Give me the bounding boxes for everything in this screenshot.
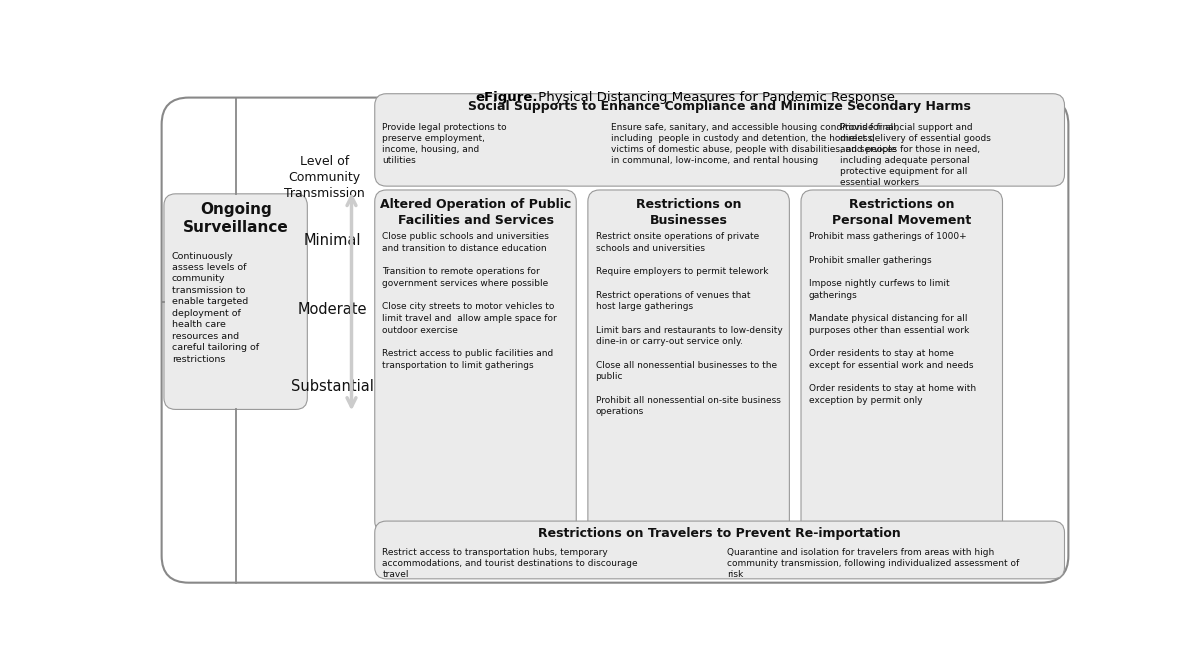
Text: Ongoing
Surveillance: Ongoing Surveillance bbox=[182, 202, 288, 235]
Text: Prohibit mass gatherings of 1000+

Prohibit smaller gatherings

Impose nightly c: Prohibit mass gatherings of 1000+ Prohib… bbox=[809, 233, 976, 405]
Text: Quarantine and isolation for travelers from areas with high
community transmissi: Quarantine and isolation for travelers f… bbox=[727, 548, 1020, 579]
FancyBboxPatch shape bbox=[374, 190, 576, 533]
Text: Provide financial support and
direct delivery of essential goods
and services fo: Provide financial support and direct del… bbox=[840, 123, 991, 187]
Text: Ensure safe, sanitary, and accessible housing conditions for all,
including  peo: Ensure safe, sanitary, and accessible ho… bbox=[611, 123, 899, 165]
Text: Restrict onsite operations of private
schools and universities

Require employer: Restrict onsite operations of private sc… bbox=[595, 233, 782, 416]
FancyBboxPatch shape bbox=[802, 190, 1002, 533]
Text: eFigure.: eFigure. bbox=[475, 91, 538, 104]
FancyBboxPatch shape bbox=[164, 194, 307, 409]
Text: Restrictions on Travelers to Prevent Re-importation: Restrictions on Travelers to Prevent Re-… bbox=[539, 528, 901, 540]
FancyBboxPatch shape bbox=[374, 93, 1064, 186]
Text: Level of
Community
Transmission: Level of Community Transmission bbox=[284, 155, 365, 200]
Text: Restrict access to transportation hubs, temporary
accommodations, and tourist de: Restrict access to transportation hubs, … bbox=[383, 548, 638, 579]
Text: Social Supports to Enhance Compliance and Minimize Secondary Harms: Social Supports to Enhance Compliance an… bbox=[468, 100, 971, 113]
Text: Provide legal protections to
preserve employment,
income, housing, and
utilities: Provide legal protections to preserve em… bbox=[383, 123, 508, 165]
Text: Minimal: Minimal bbox=[304, 233, 361, 247]
Text: Restrictions on
Businesses: Restrictions on Businesses bbox=[636, 198, 742, 226]
Text: Altered Operation of Public
Facilities and Services: Altered Operation of Public Facilities a… bbox=[380, 198, 571, 226]
Text: Substantial: Substantial bbox=[290, 379, 373, 394]
FancyBboxPatch shape bbox=[374, 521, 1064, 579]
Text: Restrictions on
Personal Movement: Restrictions on Personal Movement bbox=[832, 198, 971, 226]
Text: Close public schools and universities
and transition to distance education

Tran: Close public schools and universities an… bbox=[383, 233, 557, 370]
Text: Moderate: Moderate bbox=[298, 302, 367, 317]
Text: Physical Distancing Measures for Pandemic Response: Physical Distancing Measures for Pandemi… bbox=[534, 91, 895, 104]
Text: Continuously
assess levels of
community
transmission to
enable targeted
deployme: Continuously assess levels of community … bbox=[172, 251, 259, 364]
FancyBboxPatch shape bbox=[588, 190, 790, 533]
